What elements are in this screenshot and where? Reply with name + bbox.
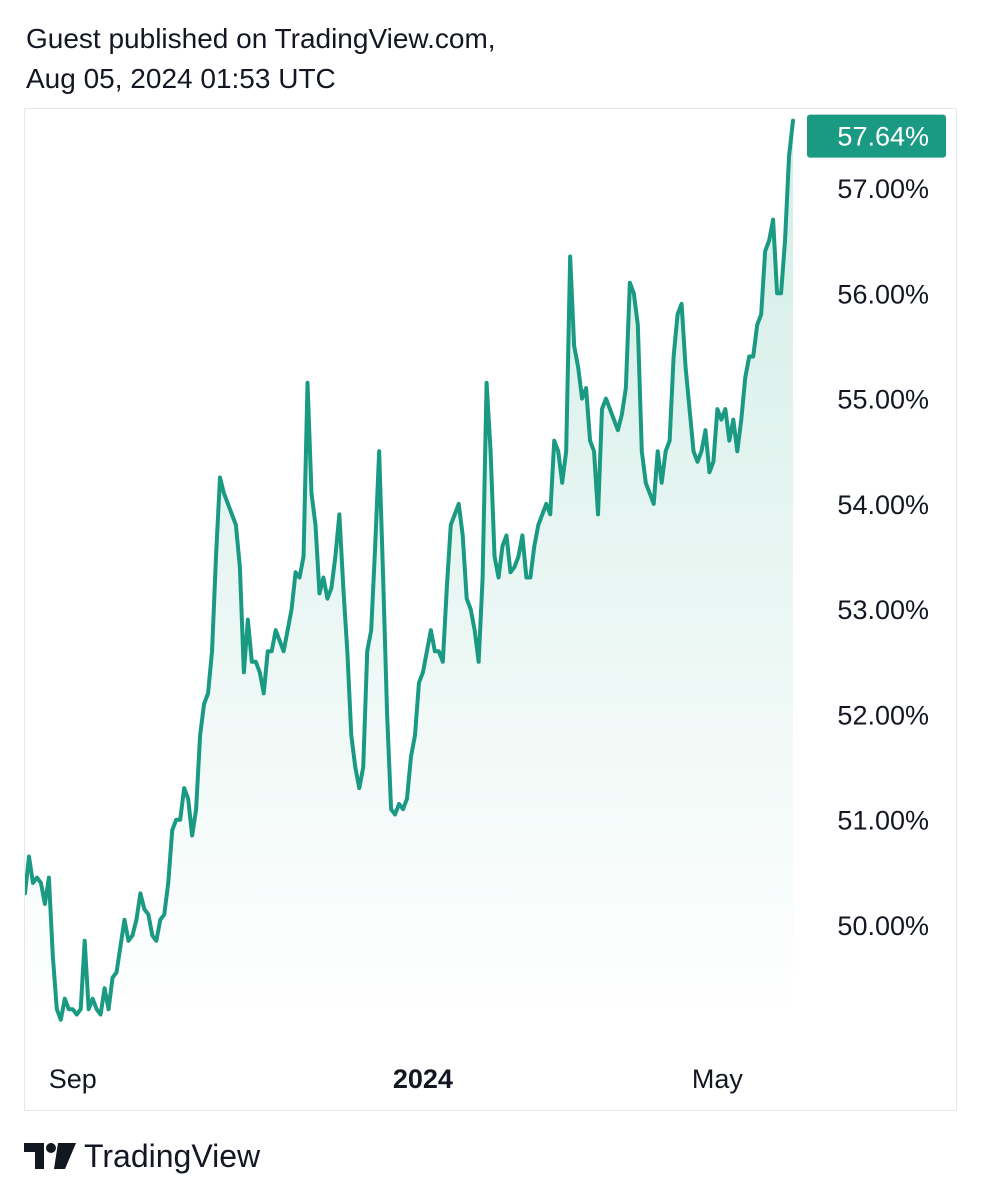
- publication-byline: Guest published on TradingView.com,: [26, 23, 496, 54]
- last-value-badge: [807, 114, 946, 158]
- last-value-label: 57.64%: [837, 122, 929, 152]
- tradingview-brand[interactable]: TradingView: [24, 1136, 260, 1176]
- y-tick-label: 54.00%: [837, 490, 929, 520]
- y-tick-label: 51.00%: [837, 806, 929, 836]
- y-tick-label: 55.00%: [837, 385, 929, 415]
- y-tick-label: 52.00%: [837, 700, 929, 730]
- series-line[interactable]: [25, 118, 795, 1022]
- x-tick-label: Sep: [49, 1064, 97, 1094]
- publication-timestamp: Aug 05, 2024 01:53 UTC: [26, 63, 336, 94]
- brand-name: TradingView: [84, 1138, 261, 1174]
- x-tick-label: May: [692, 1064, 744, 1094]
- area-chart[interactable]: 50.00% 51.00% 52.00% 53.00% 54.00% 55.00% 56.0…: [25, 109, 958, 1112]
- chart-panel[interactable]: 50.00% 51.00% 52.00% 53.00% 54.00% 55.00% 56.0…: [24, 108, 957, 1111]
- y-tick-label: 50.00%: [837, 911, 929, 941]
- tradingview-logo-icon: [24, 1143, 76, 1169]
- y-tick-label: 56.00%: [837, 279, 929, 309]
- series-area-fill: [25, 120, 793, 1020]
- y-tick-label: 53.00%: [837, 595, 929, 625]
- x-tick-label: 2024: [393, 1064, 453, 1094]
- y-tick-label: 57.00%: [837, 174, 929, 204]
